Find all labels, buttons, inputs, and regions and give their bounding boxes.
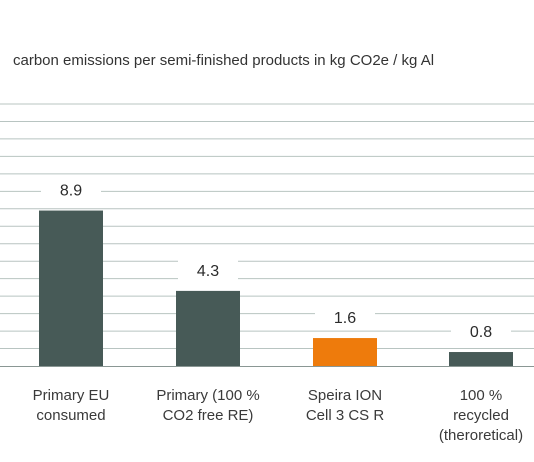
bar — [313, 338, 377, 366]
value-label: 8.9 — [60, 183, 82, 200]
category-label: Primary (100 % CO2 free RE) — [156, 387, 259, 424]
value-label: 4.3 — [197, 263, 219, 280]
value-label-backdrop — [41, 178, 101, 201]
category-label: 100 % recycled (theroretical) — [439, 387, 523, 444]
value-label-backdrop — [315, 306, 375, 329]
category-labels: Primary EU consumed Primary (100 % CO2 free… — [33, 387, 523, 444]
value-label: 1.6 — [334, 310, 356, 327]
value-labels: 8.9 4.3 1.6 0.8 — [41, 178, 511, 343]
gridlines — [0, 103, 534, 367]
value-label-backdrop — [178, 258, 238, 281]
bar — [449, 352, 513, 366]
value-label-backdrop — [451, 320, 511, 343]
category-label: Speira ION Cell 3 CS R — [306, 387, 385, 424]
bar — [176, 290, 240, 366]
chart-title: carbon emissions per semi-finished produ… — [13, 52, 435, 69]
value-label: 0.8 — [470, 324, 492, 341]
bar — [39, 210, 103, 366]
bars — [39, 210, 513, 366]
category-label: Primary EU consumed — [33, 387, 110, 424]
